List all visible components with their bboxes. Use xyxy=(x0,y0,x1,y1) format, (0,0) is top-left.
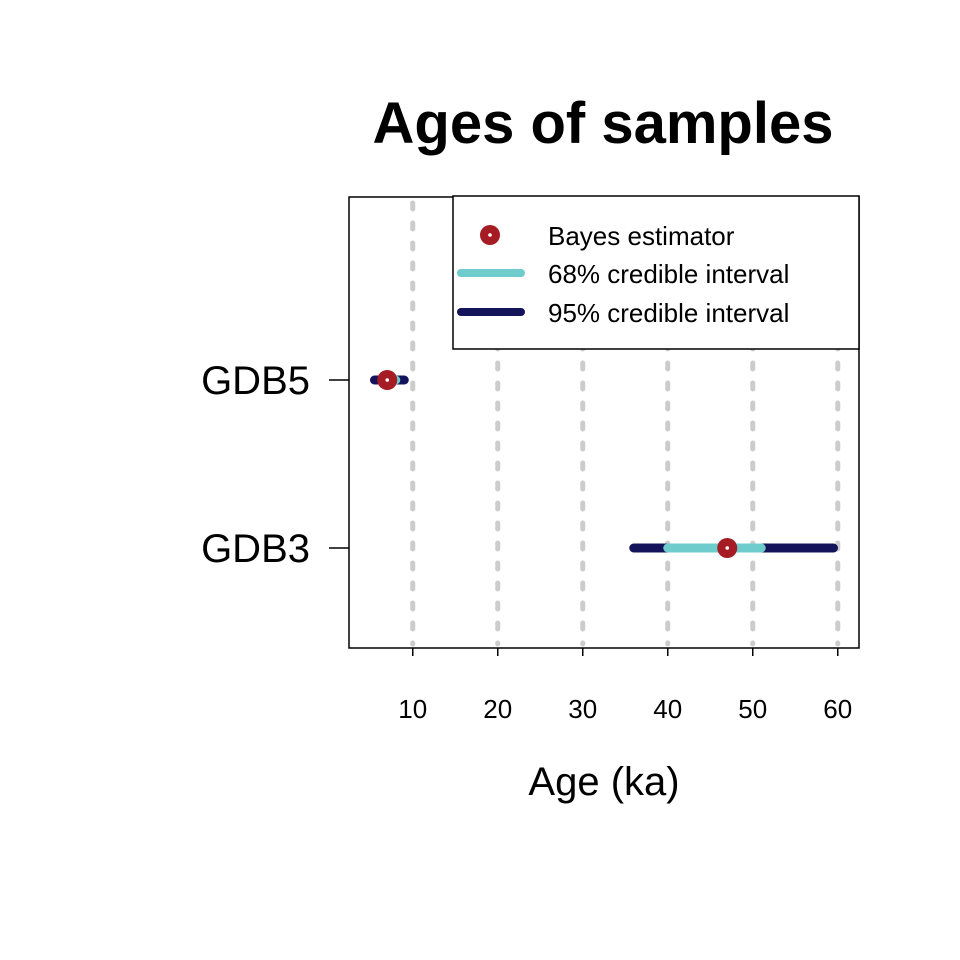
x-tick-label-60: 60 xyxy=(823,694,852,724)
legend: Bayes estimator 68% credible interval 95… xyxy=(452,195,860,350)
grid-layer xyxy=(410,200,841,647)
series-layer xyxy=(370,370,838,558)
x-tick-label-50: 50 xyxy=(738,694,767,724)
y-tick-label-GDB3: GDB3 xyxy=(201,527,310,571)
x-axis: 10 20 30 40 50 60 xyxy=(398,648,852,724)
chart-title: Ages of samples xyxy=(373,91,834,156)
x-tick-label-20: 20 xyxy=(483,694,512,724)
legend-ci95-label: 95% credible interval xyxy=(548,298,789,328)
bayes-estimate-center-GDB5 xyxy=(385,378,390,382)
x-tick-label-40: 40 xyxy=(653,694,682,724)
x-axis-label: Age (ka) xyxy=(528,760,679,804)
y-tick-label-GDB5: GDB5 xyxy=(201,359,310,403)
bayes-estimate-center-GDB3 xyxy=(725,546,730,550)
x-tick-label-10: 10 xyxy=(398,694,427,724)
legend-ci68-label: 68% credible interval xyxy=(548,259,789,289)
legend-bayes-marker-center xyxy=(488,233,492,237)
y-axis: GDB5 GDB3 xyxy=(201,359,349,571)
legend-bayes-label: Bayes estimator xyxy=(548,221,735,251)
x-tick-label-30: 30 xyxy=(568,694,597,724)
